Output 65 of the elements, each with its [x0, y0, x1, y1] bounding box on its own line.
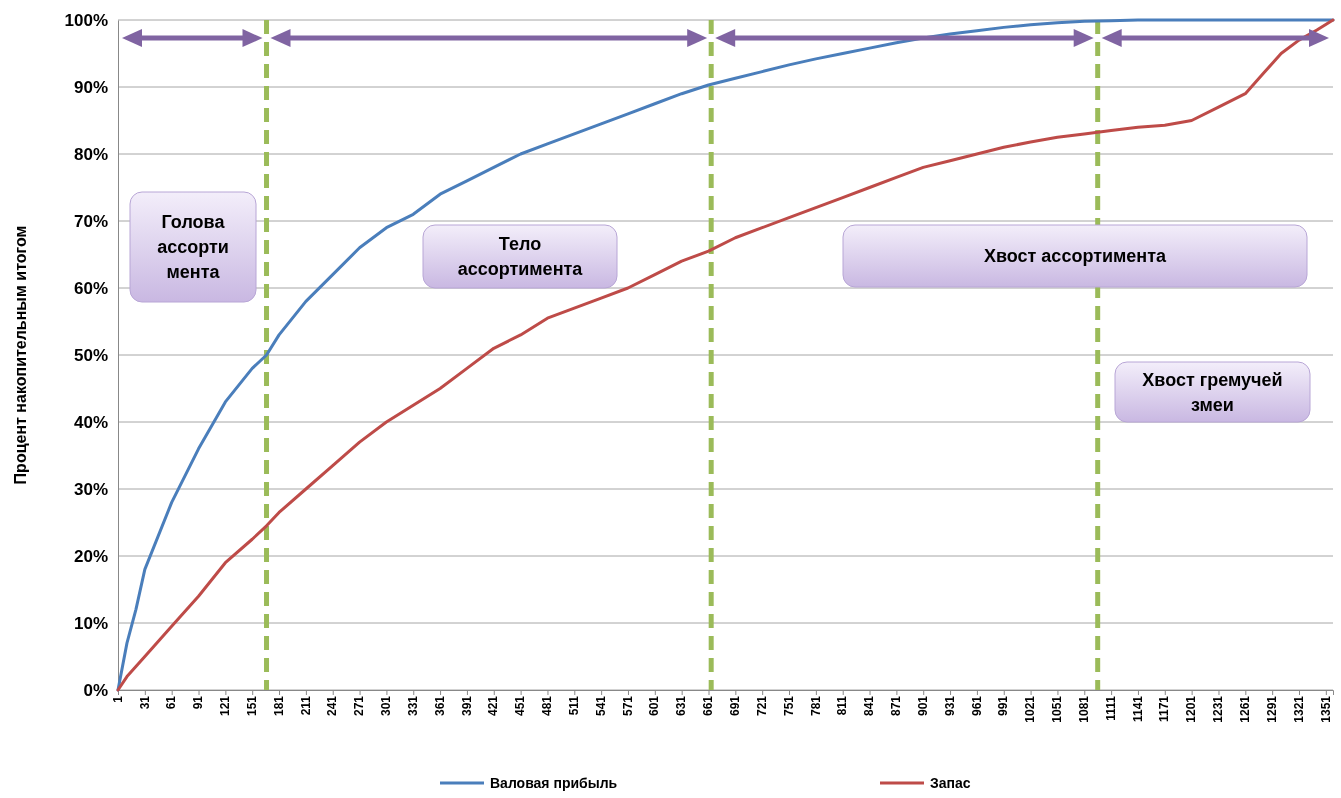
x-tick-label: 961 [969, 695, 984, 717]
x-tick-label: 841 [862, 695, 877, 717]
x-tick-label: 421 [486, 695, 501, 717]
x-tick-label: 481 [540, 695, 555, 717]
y-tick-label: 0% [83, 680, 108, 700]
x-tick-label: 1321 [1291, 695, 1306, 723]
annotation: Хвост ассортимента [983, 246, 1168, 266]
y-tick-label: 40% [73, 412, 108, 432]
y-tick-label: 80% [73, 144, 108, 164]
annotation: Голова ассорти мента [157, 212, 229, 282]
x-tick-label: 721 [754, 695, 769, 717]
x-tick-label: 1081 [1076, 695, 1091, 723]
x-tick-label: 1051 [1050, 695, 1065, 723]
x-tick-label: 151 [244, 695, 259, 717]
x-tick-label: 661 [701, 695, 716, 717]
y-tick-label: 90% [73, 77, 108, 97]
x-tick-label: 1261 [1237, 695, 1252, 723]
x-tick-label: 301 [379, 695, 394, 717]
x-tick-label: 1351 [1318, 695, 1333, 723]
x-tick-label: 1171 [1157, 695, 1172, 723]
x-tick-label: 121 [218, 695, 233, 717]
y-tick-label: 100% [64, 10, 108, 30]
x-tick-label: 1291 [1264, 695, 1279, 723]
legend-label: Валовая прибыль [490, 775, 618, 791]
x-tick-label: 361 [432, 695, 447, 717]
annotation: Тело ассортимента [457, 234, 584, 279]
x-tick-label: 451 [513, 695, 528, 717]
x-tick-label: 211 [298, 695, 313, 716]
x-tick-label: 331 [405, 695, 420, 717]
x-tick-label: 271 [352, 695, 367, 717]
y-tick-label: 10% [73, 613, 108, 633]
x-tick-label: 931 [942, 695, 957, 717]
y-tick-label: 70% [73, 211, 108, 231]
x-tick-label: 181 [271, 695, 286, 717]
x-tick-label: 1111 [1103, 695, 1118, 721]
x-tick-label: 901 [915, 695, 930, 717]
x-tick-label: 691 [728, 695, 743, 717]
y-tick-label: 30% [73, 479, 108, 499]
y-tick-label: 60% [73, 278, 108, 298]
x-tick-label: 1 [110, 695, 125, 703]
x-tick-label: 871 [889, 695, 904, 717]
y-tick-label: 50% [73, 345, 108, 365]
x-tick-label: 241 [325, 695, 340, 717]
y-tick-label: 20% [73, 546, 108, 566]
x-tick-label: 571 [620, 695, 635, 717]
legend-label: Запас [930, 775, 971, 791]
x-tick-label: 631 [674, 695, 689, 717]
x-tick-label: 1021 [1023, 695, 1038, 723]
y-axis-title: Процент накопительным итогом [12, 225, 29, 485]
x-tick-label: 811 [835, 695, 850, 716]
x-tick-label: 31 [137, 695, 152, 710]
annotation: Хвост гремучей змеи [1142, 369, 1283, 415]
x-tick-label: 1201 [1184, 695, 1199, 723]
x-tick-label: 511 [566, 695, 581, 716]
x-tick-label: 1141 [1130, 695, 1145, 723]
x-tick-label: 1231 [1211, 695, 1226, 723]
x-tick-label: 391 [459, 695, 474, 717]
x-tick-label: 91 [191, 695, 206, 710]
x-tick-label: 991 [996, 695, 1011, 717]
x-tick-label: 751 [781, 695, 796, 717]
x-tick-label: 61 [164, 695, 179, 710]
line-series [116, 18, 1335, 692]
x-tick-label: 601 [647, 695, 662, 717]
x-tick-label: 541 [593, 695, 608, 717]
x-tick-label: 781 [808, 695, 823, 717]
